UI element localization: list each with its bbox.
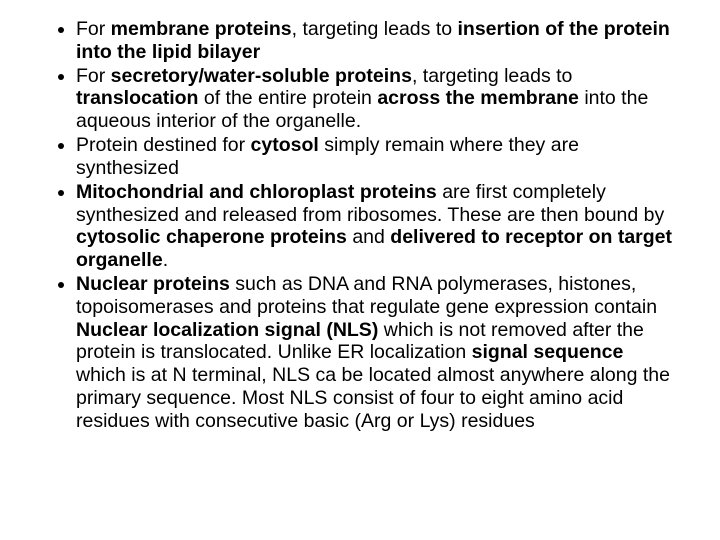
text-run: Nuclear localization signal (NLS) (76, 319, 384, 341)
text-run: membrane proteins (111, 18, 292, 40)
text-run: cytosol (251, 134, 319, 156)
text-run: secretory/water-soluble proteins (111, 65, 412, 87)
text-run: which is at N terminal, NLS ca be locate… (76, 364, 670, 432)
text-run: of the entire protein (198, 87, 377, 109)
bullet-item: Nuclear proteins such as DNA and RNA pol… (76, 273, 672, 433)
bullet-item: Mitochondrial and chloroplast proteins a… (76, 181, 672, 272)
slide-content: For membrane proteins, targeting leads t… (0, 0, 720, 540)
text-run: Mitochondrial and chloroplast proteins (76, 181, 442, 203)
text-run: cytosolic chaperone proteins (76, 226, 352, 248)
text-run: For (76, 65, 111, 87)
bullet-item: For membrane proteins, targeting leads t… (76, 18, 672, 64)
bullet-item: For secretory/water-soluble proteins, ta… (76, 65, 672, 133)
text-run: Nuclear proteins (76, 273, 235, 295)
text-run: Protein destined for (76, 134, 251, 156)
bullet-item: Protein destined for cytosol simply rema… (76, 134, 672, 180)
bullet-list: For membrane proteins, targeting leads t… (48, 18, 672, 433)
text-run: translocation (76, 87, 198, 109)
text-run: signal sequence (472, 341, 624, 363)
text-run: , targeting leads to (292, 18, 458, 40)
text-run: across the membrane (377, 87, 584, 109)
text-run: and (352, 226, 390, 248)
text-run: For (76, 18, 111, 40)
text-run: . (163, 249, 168, 271)
text-run: , targeting leads to (412, 65, 572, 87)
